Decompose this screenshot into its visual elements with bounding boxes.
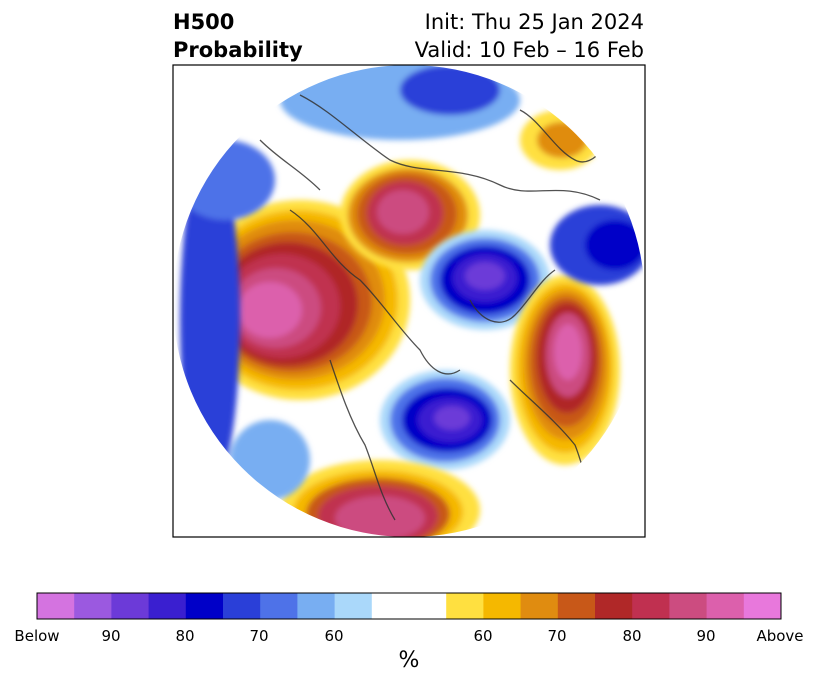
europe-trough-anomaly	[420, 230, 550, 330]
colorbar-swatch-above-15	[632, 593, 670, 619]
tropical-ridge-anomaly	[280, 460, 480, 537]
colorbar-swatch-below-0	[37, 593, 75, 619]
colorbar	[36, 592, 782, 620]
colorbar-label-below-60: 60	[324, 627, 344, 645]
variable-label: H500	[173, 10, 235, 34]
arctic-trough-anomaly	[280, 65, 520, 140]
pacific-ridge-anomaly	[190, 200, 410, 400]
map-title-left: H500 Probability	[173, 8, 303, 64]
colorbar-label-above-70: 70	[547, 627, 567, 645]
colorbar-swatch-above-11	[483, 593, 522, 619]
colorbar-label-above: Above	[756, 627, 804, 645]
colorbar-swatch-below-1	[74, 593, 112, 619]
map-frame	[172, 64, 646, 538]
colorbar-label-below-80: 80	[175, 627, 195, 645]
atlantic-trough-anomaly	[380, 370, 510, 470]
colorbar-swatch-above-18	[743, 593, 782, 619]
colorbar-swatch-above-14	[595, 593, 633, 619]
valid-date-label: Valid: 10 Feb – 16 Feb	[414, 38, 644, 62]
colorbar-frame	[36, 592, 782, 620]
colorbar-swatch-below-4	[185, 593, 224, 619]
colorbar-unit: %	[398, 648, 420, 673]
colorbar-swatch-above-10	[446, 593, 484, 619]
colorbar-label-below-90: 90	[101, 627, 121, 645]
colorbar-swatch-above-16	[669, 593, 708, 619]
colorbar-swatch-below-7	[297, 593, 336, 619]
colorbar-swatch-above-13	[557, 593, 596, 619]
colorbar-label-above-80: 80	[622, 627, 642, 645]
colorbar-swatch-below-3	[148, 593, 187, 619]
colorbar-label-below: Below	[14, 627, 60, 645]
siberia-ridge-anomaly	[340, 160, 480, 270]
colorbar-swatch-neutral-9	[371, 593, 447, 619]
colorbar-swatch-above-17	[706, 593, 745, 619]
colorbar-swatch-below-8	[334, 593, 373, 619]
colorbar-label-below-70: 70	[249, 627, 269, 645]
colorbar-swatch-below-5	[223, 593, 261, 619]
probability-field	[173, 65, 645, 537]
map-title-right: Init: Thu 25 Jan 2024 Valid: 10 Feb – 16…	[415, 8, 644, 64]
product-label: Probability	[173, 38, 303, 62]
init-date-label: Init: Thu 25 Jan 2024	[424, 10, 644, 34]
east-america-ridge-anomaly	[510, 275, 620, 465]
colorbar-swatch-above-12	[520, 593, 559, 619]
colorbar-label-above-60: 60	[473, 627, 493, 645]
coastlines	[259, 94, 616, 526]
colorbar-label-above-90: 90	[696, 627, 716, 645]
colorbar-swatch-below-6	[260, 593, 298, 619]
scandinavia-trough-anomaly	[550, 205, 645, 285]
colorbar-swatch-below-2	[111, 593, 150, 619]
